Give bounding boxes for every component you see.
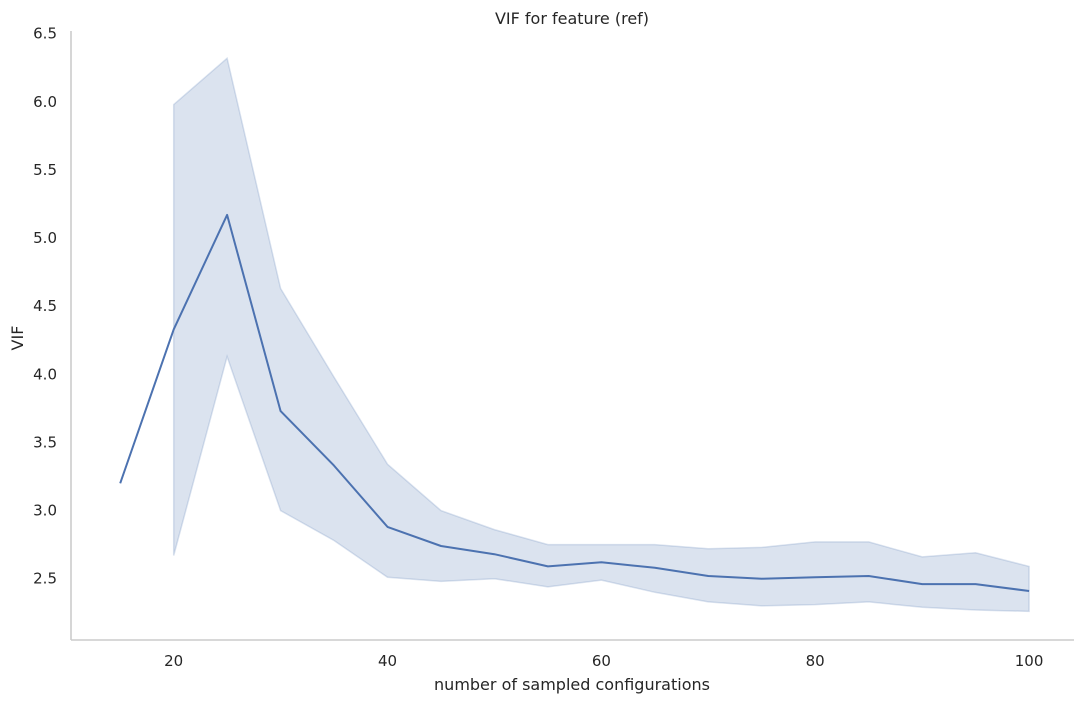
y-tick-label: 5.0: [33, 229, 57, 247]
x-tick-label: 100: [1015, 652, 1044, 670]
y-tick-label: 2.5: [33, 570, 57, 588]
y-tick-label: 6.0: [33, 93, 57, 111]
x-axis-label: number of sampled configurations: [434, 675, 710, 694]
y-tick-label: 6.5: [33, 25, 57, 43]
x-tick-label: 20: [164, 652, 183, 670]
y-tick-label: 3.0: [33, 502, 57, 520]
x-tick-label: 80: [806, 652, 825, 670]
y-tick-label: 3.5: [33, 433, 57, 451]
y-tick-label: 4.0: [33, 365, 57, 383]
y-tick-label: 5.5: [33, 161, 57, 179]
y-tick-label: 4.5: [33, 297, 57, 315]
confidence-band: [172, 56, 1030, 613]
x-tick-label: 60: [592, 652, 611, 670]
x-tick-labels: 20 40 60 80 100: [164, 652, 1043, 670]
plot-area: [119, 56, 1030, 613]
mean-line: [119, 213, 1030, 592]
y-tick-labels: 2.5 3.0 3.5 4.0 4.5 5.0 5.5 6.0 6.5: [33, 25, 57, 588]
y-axis-label: VIF: [8, 326, 27, 351]
chart-title: VIF for feature (ref): [495, 9, 649, 28]
x-tick-label: 40: [378, 652, 397, 670]
